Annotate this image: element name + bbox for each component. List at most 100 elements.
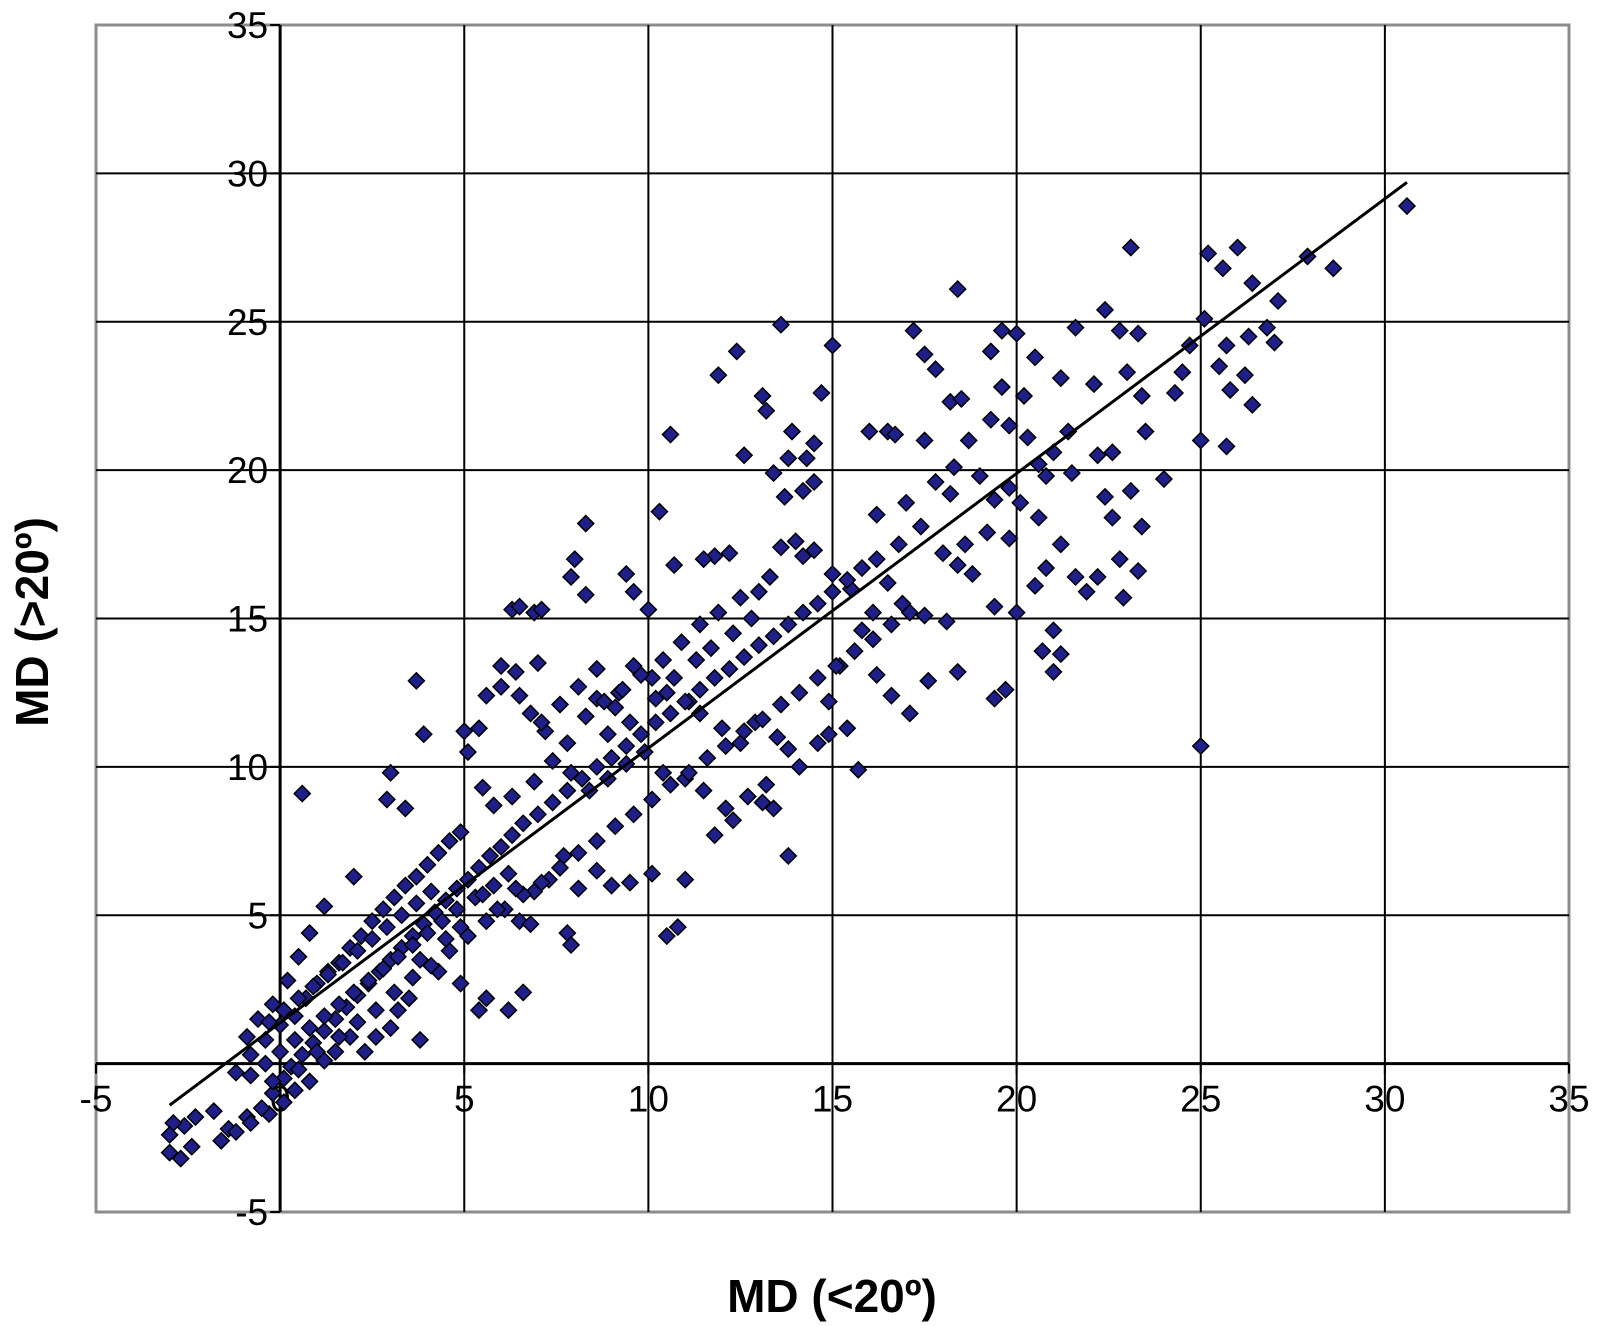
data-point [849,760,868,779]
data-point [359,971,378,990]
data-point [948,556,967,575]
data-point [514,814,533,833]
data-point [1062,464,1081,483]
data-point [900,704,919,723]
data-point [477,912,496,931]
data-point [911,517,930,536]
data-point [1033,642,1052,661]
data-point [160,1125,179,1144]
data-point [569,879,588,898]
data-point [617,564,636,584]
data-point [499,864,518,883]
data-point [738,787,757,806]
y-tick-label: 25 [227,302,268,343]
data-point [613,680,632,699]
data-point [819,725,838,744]
data-point [363,912,382,931]
data-point [764,799,783,818]
data-point [771,538,791,557]
data-point [293,1045,312,1064]
data-point [712,719,732,738]
data-point [915,606,934,625]
data-point [694,550,713,569]
data-point [1324,259,1343,278]
data-point [182,1137,201,1156]
data-point [735,446,754,465]
data-point [252,1099,271,1118]
data-point [735,648,754,667]
data-point [808,594,827,613]
data-point [447,900,466,919]
data-point [429,843,448,862]
data-point [838,570,857,589]
data-point [477,989,496,1008]
data-point [867,665,886,684]
data-point [503,826,522,845]
data-point [646,713,665,732]
data-point [348,1013,367,1032]
data-point [473,778,492,797]
data-point [676,692,695,711]
data-point [348,941,367,960]
data-points [160,196,1417,1168]
data-point [646,689,665,708]
data-point [753,386,772,405]
data-point [882,686,901,705]
data-point [440,832,459,851]
data-point [1088,446,1107,465]
data-point [786,532,805,551]
data-point [716,799,735,818]
data-point [808,734,827,753]
data-point [422,956,441,975]
data-point [1095,300,1115,319]
data-point [573,769,592,788]
data-point [757,775,776,794]
data-point [985,490,1004,509]
data-point [793,603,813,622]
data-point [307,1042,327,1061]
data-point [403,968,422,987]
x-axis-title: MD (<20º) [727,1270,937,1322]
data-point [838,719,857,738]
data-point [510,597,529,616]
y-tick-label: 20 [227,450,268,491]
data-point [392,906,411,925]
data-point [661,704,680,723]
data-point [1132,386,1151,405]
data-point [587,832,606,851]
data-point [377,918,396,937]
data-point [1221,380,1240,400]
data-point [532,600,551,619]
data-point [561,935,581,954]
data-point [1000,416,1019,435]
data-point [793,547,813,566]
data-point [926,472,945,492]
data-point [742,609,761,628]
data-point [900,603,919,622]
data-point [1059,422,1078,441]
data-point [1129,561,1148,581]
data-point [381,1018,400,1038]
data-point [805,434,824,453]
data-point [779,740,798,759]
data-point [550,695,570,714]
data-point [1213,259,1232,278]
data-point [403,935,422,954]
data-point [963,564,982,584]
data-point [602,748,621,768]
data-point [1051,535,1070,554]
data-point [1257,318,1277,337]
data-point [377,790,396,809]
data-point [886,425,905,444]
y-tick-label: 30 [227,153,268,194]
data-point [333,953,352,972]
data-point [790,757,809,776]
data-point [1165,383,1185,403]
data-point [477,686,496,705]
data-point [768,728,787,747]
data-point [1044,662,1063,681]
data-point [1265,333,1284,352]
data-point [484,796,503,815]
data-point [1044,621,1063,640]
data-point [782,422,802,441]
